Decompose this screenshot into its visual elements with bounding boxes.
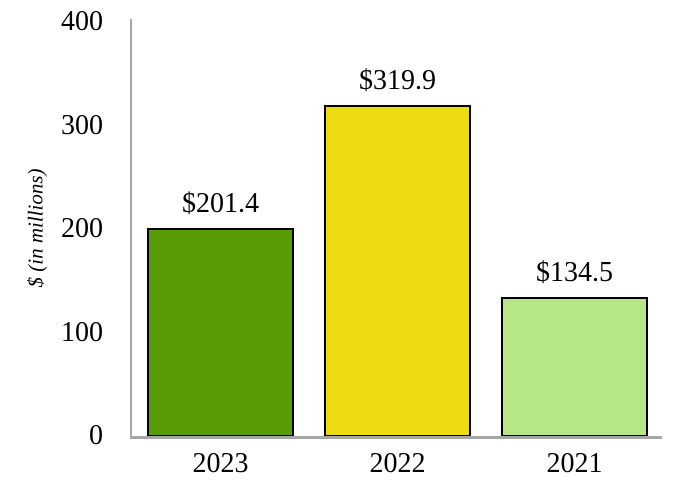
bar-2022 bbox=[324, 104, 471, 437]
bar-value-label: $134.5 bbox=[536, 256, 613, 288]
y-tick-label: 400 bbox=[61, 6, 103, 37]
bar-value-label: $201.4 bbox=[182, 187, 259, 219]
bar-2023 bbox=[147, 227, 294, 437]
x-category-label: 2023 bbox=[192, 448, 249, 479]
y-tick-label: 200 bbox=[61, 213, 103, 244]
y-tick-label: 300 bbox=[61, 109, 103, 141]
y-tick-label: 100 bbox=[61, 316, 103, 348]
bar-value-label: $319.9 bbox=[359, 64, 436, 96]
x-category-label: 2021 bbox=[546, 448, 603, 479]
y-axis-line bbox=[130, 19, 132, 437]
bar-2021 bbox=[501, 296, 648, 437]
x-axis-line bbox=[130, 436, 662, 439]
x-category-label: 2022 bbox=[369, 448, 426, 479]
y-tick-label: 0 bbox=[89, 420, 103, 451]
